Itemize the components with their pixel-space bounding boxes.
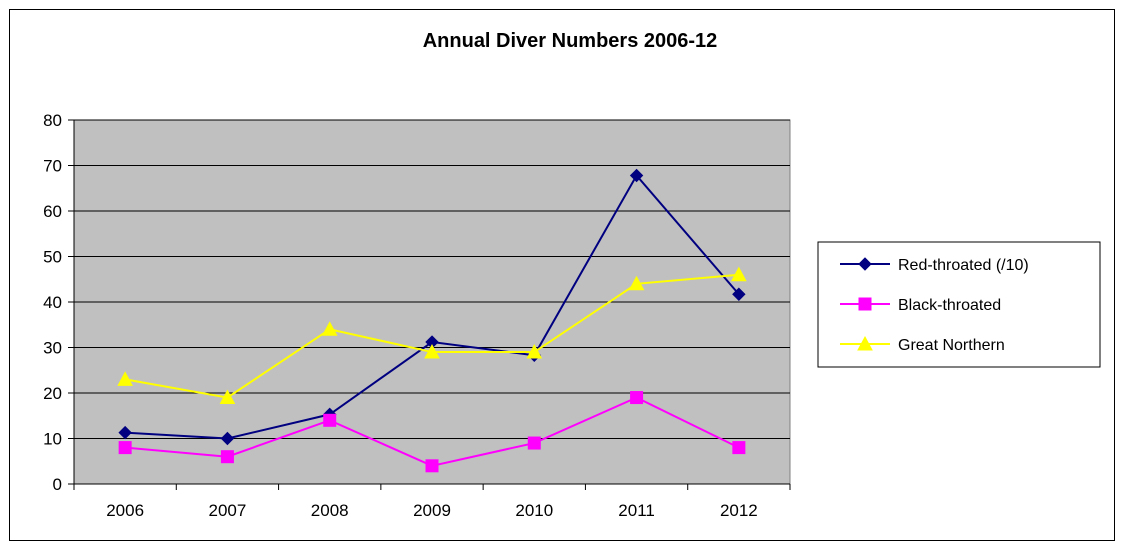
data-point xyxy=(321,321,338,336)
y-tick-label: 60 xyxy=(43,202,62,221)
data-point xyxy=(629,168,644,183)
y-tick-label: 40 xyxy=(43,293,62,312)
x-tick-label: 2009 xyxy=(413,501,451,520)
data-point xyxy=(117,371,133,386)
legend-label: Great Northern xyxy=(898,337,1005,354)
y-tick-label: 10 xyxy=(43,430,62,449)
y-tick-label: 70 xyxy=(43,157,62,176)
x-tick-label: 2011 xyxy=(618,501,655,520)
legend-label: Black-throated xyxy=(898,297,1001,314)
x-tick-label: 2007 xyxy=(209,501,247,520)
x-tick-label: 2010 xyxy=(515,501,553,520)
data-point xyxy=(732,441,746,455)
data-point xyxy=(732,287,746,301)
data-point xyxy=(118,425,132,440)
data-point xyxy=(220,450,234,464)
x-tick-label: 2008 xyxy=(311,501,349,520)
data-point xyxy=(219,389,236,405)
y-tick-label: 30 xyxy=(43,339,62,358)
data-point xyxy=(220,431,235,446)
y-tick-label: 80 xyxy=(43,111,62,130)
chart-title: Annual Diver Numbers 2006-12 xyxy=(423,30,718,52)
data-point xyxy=(425,459,439,473)
x-tick-label: 2006 xyxy=(106,501,144,520)
data-point xyxy=(527,436,541,450)
legend-marker xyxy=(858,257,872,271)
data-point xyxy=(526,343,543,359)
data-point xyxy=(731,266,747,282)
legend-label: Red-throated (/10) xyxy=(898,257,1029,274)
data-point xyxy=(630,391,644,405)
data-point xyxy=(628,275,645,291)
data-point xyxy=(424,343,440,359)
x-tick-label: 2012 xyxy=(720,501,758,520)
legend-marker xyxy=(857,335,873,351)
y-tick-label: 0 xyxy=(53,475,62,494)
y-tick-label: 50 xyxy=(43,248,62,267)
data-point xyxy=(118,441,132,455)
y-tick-label: 20 xyxy=(43,384,62,403)
legend-marker xyxy=(858,297,872,311)
data-point xyxy=(323,413,337,427)
